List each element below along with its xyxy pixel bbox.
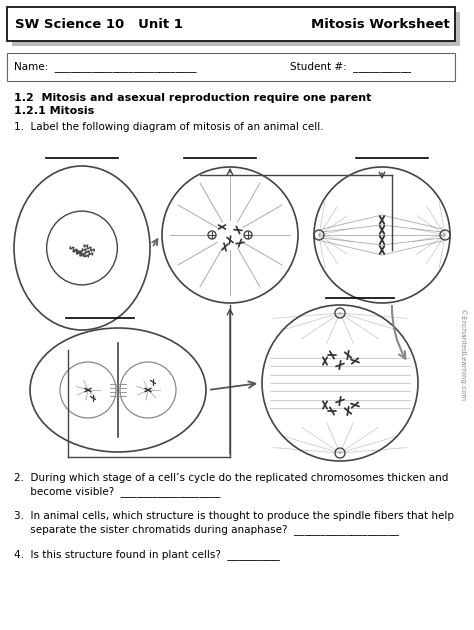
Text: SW Science 10   Unit 1: SW Science 10 Unit 1 [15, 18, 183, 30]
Text: 3.  In animal cells, which structure is thought to produce the spindle fibers th: 3. In animal cells, which structure is t… [14, 511, 454, 521]
Text: Student #:  ___________: Student #: ___________ [290, 62, 411, 72]
FancyBboxPatch shape [7, 7, 455, 41]
Text: become visible?  ___________________: become visible? ___________________ [14, 486, 220, 497]
Text: 1.2  Mitosis and asexual reproduction require one parent: 1.2 Mitosis and asexual reproduction req… [14, 93, 371, 103]
Text: 1.  Label the following diagram of mitosis of an animal cell.: 1. Label the following diagram of mitosi… [14, 122, 324, 132]
Text: ©EnchantedLearning.com: ©EnchantedLearning.com [459, 309, 465, 401]
Text: separate the sister chromatids during anaphase?  ____________________: separate the sister chromatids during an… [14, 524, 399, 535]
Text: Mitosis Worksheet: Mitosis Worksheet [311, 18, 450, 30]
Text: 1.2.1 Mitosis: 1.2.1 Mitosis [14, 106, 94, 116]
Text: 2.  During which stage of a cell’s cycle do the replicated chromosomes thicken a: 2. During which stage of a cell’s cycle … [14, 473, 448, 483]
Text: 4.  Is this structure found in plant cells?  __________: 4. Is this structure found in plant cell… [14, 549, 280, 560]
Text: Name:  ___________________________: Name: ___________________________ [14, 62, 197, 72]
FancyBboxPatch shape [7, 53, 455, 81]
FancyBboxPatch shape [12, 12, 460, 46]
